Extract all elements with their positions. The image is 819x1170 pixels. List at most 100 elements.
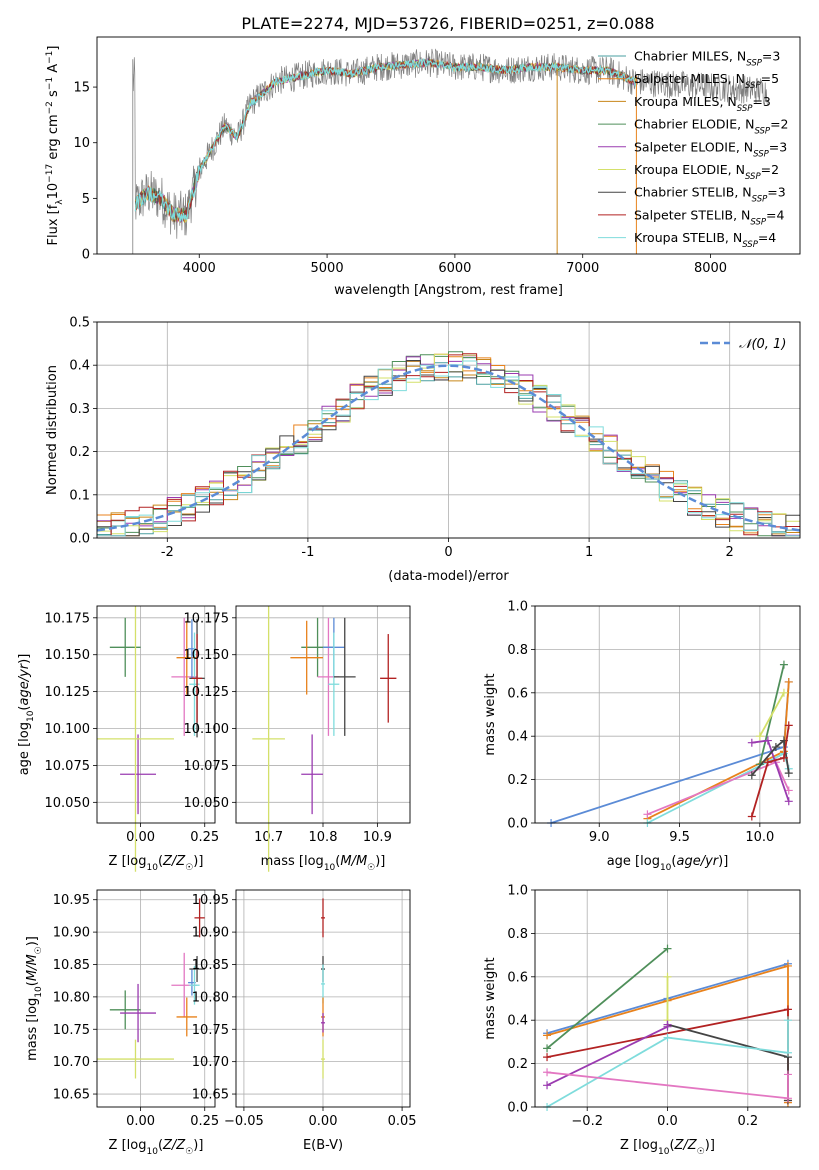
y-tick-label: 5 [82, 192, 90, 207]
y-axis-label: age [log10(age/yr)] [17, 654, 36, 776]
legend-entry: Salpeter MILES, NSSP=5 [634, 71, 779, 91]
x-axis-label: E(B-V) [303, 1138, 343, 1153]
y-tick-label: 0.0 [507, 1101, 528, 1116]
x-tick-label: 7000 [566, 261, 599, 276]
mass-weight-marker [663, 944, 672, 953]
mass-weight-line [667, 1023, 789, 1101]
histogram-step [97, 355, 800, 537]
mass-weight-marker [784, 677, 793, 686]
legend-entry: Kroupa STELIB, NSSP=4 [634, 230, 776, 250]
histogram-step [97, 351, 800, 537]
y-tick-label: 0.6 [507, 970, 528, 985]
x-tick-label: 0.00 [309, 1114, 338, 1129]
x-tick-label: 0.00 [126, 830, 155, 845]
mass-weight-marker [663, 1033, 672, 1042]
x-axis-label: mass [log10(M/M☉)] [261, 854, 386, 873]
x-tick-label: 8000 [694, 261, 727, 276]
y-tick-label: 10.85 [192, 958, 229, 973]
y-tick-label: 0.4 [507, 1014, 528, 1029]
mass-weight-marker [784, 786, 793, 795]
y-tick-label: 10.95 [192, 893, 229, 908]
mass-weight-marker [779, 660, 788, 669]
histogram-step [97, 359, 800, 533]
axes-frame [235, 605, 411, 824]
mass-weight-marker [543, 1044, 552, 1053]
x-tick-label: 9.0 [589, 830, 610, 845]
y-tick-label: 10.85 [53, 958, 90, 973]
mass-weight-marker [783, 1016, 792, 1025]
mass-weight-marker [663, 972, 672, 981]
spectrum-model-line [134, 58, 637, 224]
y-tick-label: 10.050 [45, 796, 91, 811]
x-tick-label: −0.2 [571, 1114, 603, 1129]
x-tick-label: 10.8 [309, 830, 338, 845]
axes-frame [96, 36, 801, 255]
x-tick-label: 1 [585, 545, 593, 560]
y-axis-label: mass [log10(M/M☉)] [25, 936, 44, 1061]
x-tick-label: 4000 [183, 261, 216, 276]
mass-weight-line [647, 761, 790, 816]
x-tick-label: 6000 [438, 261, 471, 276]
axes-frame [235, 889, 411, 1108]
y-tick-label: 10.125 [184, 685, 230, 700]
x-axis-label: wavelength [Angstrom, rest frame] [334, 283, 563, 298]
mass-weight-marker [543, 1068, 552, 1077]
panel-age_vs_Z: 0.00 0.25 10.050 10.075 10.100 10.125 10.150 10… [17, 605, 219, 873]
spectrum-model-line [134, 58, 637, 222]
axes-frame [96, 605, 216, 824]
mass-weight-marker [783, 1094, 792, 1103]
panel-mass_vs_EBV: −0.05 0.00 0.05 10.65 10.70 10.75 10.80 10.85 10… [192, 889, 417, 1153]
mass-weight-line [647, 681, 790, 820]
y-axis-label: mass weight [483, 673, 498, 755]
y-tick-label: 10.65 [192, 1088, 229, 1103]
y-tick-label: 0.1 [69, 488, 90, 503]
y-tick-label: 10.70 [53, 1055, 90, 1070]
x-tick-label: -1 [301, 545, 314, 560]
x-axis-label: age [log10(age/yr)] [607, 854, 729, 873]
y-tick-label: 15 [73, 81, 90, 96]
y-tick-label: 10.90 [53, 926, 90, 941]
legend-entry: Salpeter STELIB, NSSP=4 [634, 207, 784, 227]
y-tick-label: 10.075 [184, 759, 230, 774]
spectrum-model-line [134, 58, 637, 223]
x-tick-label: 2 [726, 545, 734, 560]
mass-weight-line [550, 681, 790, 824]
y-tick-label: 10.75 [53, 1023, 90, 1038]
mass-weight-marker [747, 812, 756, 821]
y-tick-label: 1.0 [507, 884, 528, 899]
axes-frame [96, 321, 801, 539]
y-axis-label: Flux [fλ10−17 erg cm−2 s−1 A−1] [45, 46, 65, 246]
y-tick-label: 10.80 [192, 990, 229, 1005]
x-tick-label: -2 [161, 545, 174, 560]
y-tick-label: 0.0 [507, 817, 528, 832]
axes-frame [534, 605, 801, 824]
legend-entry: 𝒩(0, 1) [739, 337, 786, 352]
y-tick-label: 0.6 [507, 686, 528, 701]
mass-weight-marker [755, 732, 764, 741]
y-tick-label: 10.100 [184, 722, 230, 737]
y-tick-label: 0.4 [69, 359, 90, 374]
y-tick-label: 1.0 [507, 600, 528, 615]
y-tick-label: 10.95 [53, 893, 90, 908]
y-tick-label: 0.2 [507, 1057, 528, 1072]
y-tick-label: 10.175 [45, 611, 91, 626]
y-tick-label: 10.075 [45, 759, 91, 774]
x-tick-label: 0.00 [126, 1114, 155, 1129]
mass-weight-marker [543, 1053, 552, 1062]
panel-spectrum: 4000 5000 6000 7000 8000 0 5 10 15 Chabrier MILES… [45, 36, 801, 298]
histogram-step [97, 360, 800, 537]
spectrum-model-line [134, 58, 637, 220]
x-tick-label: 9.5 [669, 830, 690, 845]
mass-weight-line [759, 692, 785, 737]
y-tick-label: 10.65 [53, 1088, 90, 1103]
x-axis-label: (data-model)/error [388, 569, 509, 584]
mass-weight-line [546, 1020, 789, 1108]
panel-mass_weight_vs_Z: −0.2 0.0 0.2 0.0 0.2 0.4 0.6 0.8 1.0 Z [log10(Z/Z… [483, 884, 801, 1157]
y-tick-label: 0 [82, 248, 90, 263]
mass-weight-marker [783, 1005, 792, 1014]
y-tick-label: 10.90 [192, 926, 229, 941]
panel-residuals: -2 -1 0 1 2 0.0 0.1 0.2 0.3 0.4 0.5 𝒩(0, 1) (data-mo… [45, 316, 801, 584]
y-tick-label: 10.050 [184, 796, 230, 811]
mass-weight-marker [747, 771, 756, 780]
